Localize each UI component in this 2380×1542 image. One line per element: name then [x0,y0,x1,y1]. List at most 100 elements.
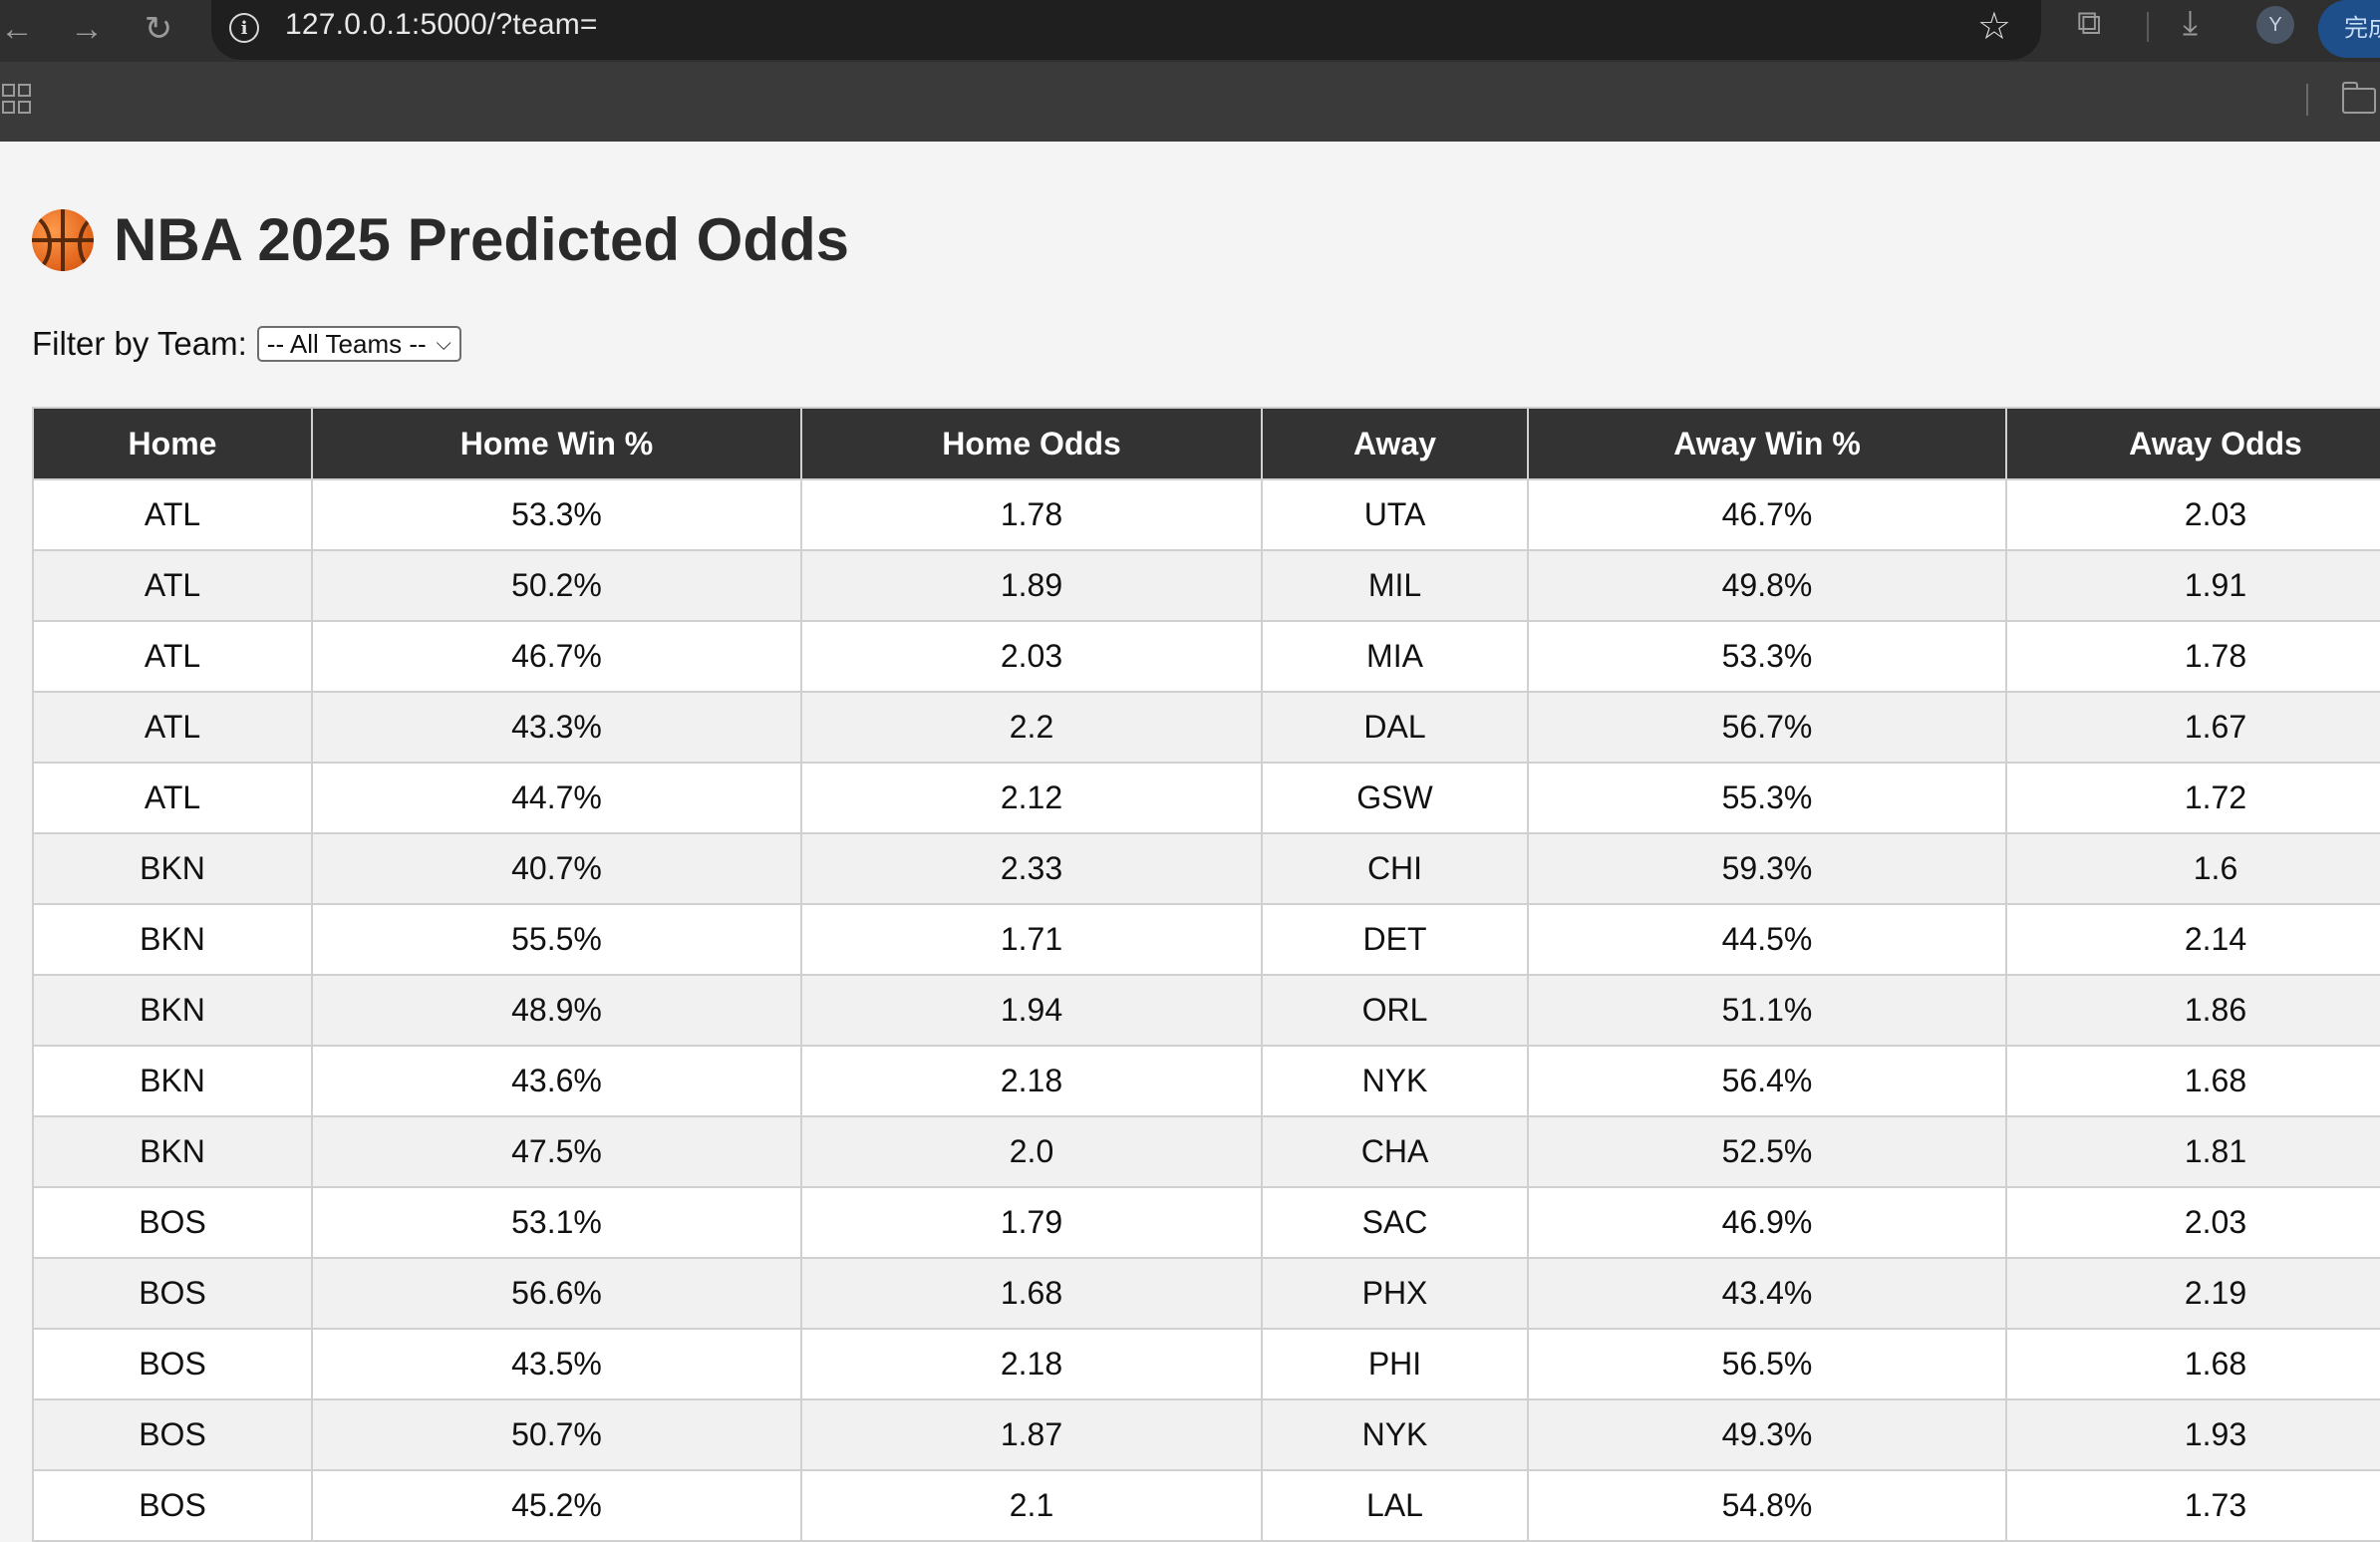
browser-update-button[interactable]: 完成 [2318,0,2380,58]
table-row: BKN 55.5% 1.71 DET 44.5% 2.14 [32,903,2380,976]
away-odds-cell: 2.03 [2005,478,2380,551]
profile-avatar[interactable]: Y [2256,6,2294,44]
home-team-cell: BOS [32,1398,313,1471]
address-bar[interactable]: i 127.0.0.1:5000/?team= ☆ [211,0,2041,60]
column-header-away-odds: Away Odds [2005,407,2380,480]
table-row: BKN 40.7% 2.33 CHI 59.3% 1.6 [32,832,2380,905]
away-win-cell: 56.5% [1527,1328,2007,1400]
table-row: ATL 53.3% 1.78 UTA 46.7% 2.03 [32,478,2380,551]
page-title: NBA 2025 Predicted Odds [114,206,850,273]
url-text[interactable]: 127.0.0.1:5000/?team= [285,8,598,41]
away-odds-cell: 1.93 [2005,1398,2380,1471]
home-win-cell: 50.7% [311,1398,802,1471]
extensions-icon[interactable]: ⧉ [2077,4,2102,42]
home-team-cell: BOS [32,1469,313,1542]
home-team-cell: ATL [32,620,313,693]
away-win-cell: 46.9% [1527,1186,2007,1259]
home-odds-cell: 2.18 [800,1328,1263,1400]
away-odds-cell: 1.81 [2005,1115,2380,1188]
home-odds-cell: 2.0 [800,1115,1263,1188]
home-odds-cell: 2.2 [800,691,1263,764]
home-win-cell: 43.3% [311,691,802,764]
bookmark-star-icon[interactable]: ☆ [1976,6,2011,48]
away-odds-cell: 1.78 [2005,620,2380,693]
home-team-cell: ATL [32,691,313,764]
home-team-cell: BKN [32,903,313,976]
away-win-cell: 49.8% [1527,549,2007,622]
away-odds-cell: 1.72 [2005,762,2380,834]
table-row: BOS 43.5% 2.18 PHI 56.5% 1.68 [32,1328,2380,1400]
table-row: BOS 53.1% 1.79 SAC 46.9% 2.03 [32,1186,2380,1259]
away-win-cell: 56.4% [1527,1045,2007,1117]
home-team-cell: BOS [32,1186,313,1259]
away-win-cell: 55.3% [1527,762,2007,834]
column-header-away-win: Away Win % [1527,407,2007,480]
away-odds-cell: 1.86 [2005,974,2380,1047]
home-odds-cell: 1.89 [800,549,1263,622]
team-select[interactable]: -- All Teams -- ⌵ [256,326,461,362]
away-win-cell: 59.3% [1527,832,2007,905]
site-info-icon[interactable]: i [229,13,259,43]
home-odds-cell: 2.33 [800,832,1263,905]
reload-icon[interactable]: ↻ [144,10,173,48]
home-team-cell: BKN [32,1115,313,1188]
away-team-cell: MIL [1261,549,1529,622]
away-team-cell: MIA [1261,620,1529,693]
away-odds-cell: 2.19 [2005,1257,2380,1330]
away-odds-cell: 1.73 [2005,1469,2380,1542]
table-row: BKN 48.9% 1.94 ORL 51.1% 1.86 [32,974,2380,1047]
back-arrow-icon[interactable]: ← [0,9,34,48]
table-row: BKN 47.5% 2.0 CHA 52.5% 1.81 [32,1115,2380,1188]
title-row: NBA 2025 Predicted Odds [32,205,849,274]
away-win-cell: 53.3% [1527,620,2007,693]
away-win-cell: 43.4% [1527,1257,2007,1330]
toolbar-divider [2147,12,2149,42]
home-win-cell: 53.1% [311,1186,802,1259]
home-win-cell: 46.7% [311,620,802,693]
away-team-cell: ORL [1261,974,1529,1047]
bookmarks-divider [2306,84,2308,116]
table-row: BOS 45.2% 2.1 LAL 54.8% 1.73 [32,1469,2380,1542]
table-row: ATL 44.7% 2.12 GSW 55.3% 1.72 [32,762,2380,834]
away-win-cell: 51.1% [1527,974,2007,1047]
away-win-cell: 44.5% [1527,903,2007,976]
home-odds-cell: 2.1 [800,1469,1263,1542]
away-odds-cell: 1.6 [2005,832,2380,905]
table-row: ATL 50.2% 1.89 MIL 49.8% 1.91 [32,549,2380,622]
away-win-cell: 56.7% [1527,691,2007,764]
apps-grid-icon[interactable] [2,84,31,114]
home-team-cell: ATL [32,478,313,551]
column-header-home-odds: Home Odds [800,407,1263,480]
team-filter: Filter by Team: -- All Teams -- ⌵ [32,325,461,363]
away-team-cell: PHI [1261,1328,1529,1400]
away-team-cell: UTA [1261,478,1529,551]
home-team-cell: BKN [32,1045,313,1117]
forward-arrow-icon[interactable]: → [70,9,104,48]
away-odds-cell: 1.68 [2005,1328,2380,1400]
chevron-down-icon: ⌵ [436,332,451,355]
browser-chrome: ← → ↻ i 127.0.0.1:5000/?team= ☆ ⧉ ⤓ Y 完成 [0,0,2380,142]
table-row: BOS 50.7% 1.87 NYK 49.3% 1.93 [32,1398,2380,1471]
home-win-cell: 47.5% [311,1115,802,1188]
away-odds-cell: 2.14 [2005,903,2380,976]
home-team-cell: BOS [32,1328,313,1400]
home-odds-cell: 1.87 [800,1398,1263,1471]
away-team-cell: SAC [1261,1186,1529,1259]
browser-toolbar: ← → ↻ i 127.0.0.1:5000/?team= ☆ ⧉ ⤓ Y 完成 [0,0,2380,62]
home-odds-cell: 1.71 [800,903,1263,976]
home-win-cell: 55.5% [311,903,802,976]
home-win-cell: 43.5% [311,1328,802,1400]
download-icon[interactable]: ⤓ [2183,4,2199,42]
home-team-cell: BOS [32,1257,313,1330]
column-header-home-win: Home Win % [311,407,802,480]
page-content: NBA 2025 Predicted Odds Filter by Team: … [0,142,2380,1542]
away-team-cell: NYK [1261,1045,1529,1117]
home-win-cell: 40.7% [311,832,802,905]
home-win-cell: 43.6% [311,1045,802,1117]
home-win-cell: 56.6% [311,1257,802,1330]
away-win-cell: 46.7% [1527,478,2007,551]
home-win-cell: 44.7% [311,762,802,834]
table-header: Home Home Win % Home Odds Away Away Win … [32,407,2380,480]
home-team-cell: BKN [32,832,313,905]
folder-icon[interactable] [2341,82,2376,114]
